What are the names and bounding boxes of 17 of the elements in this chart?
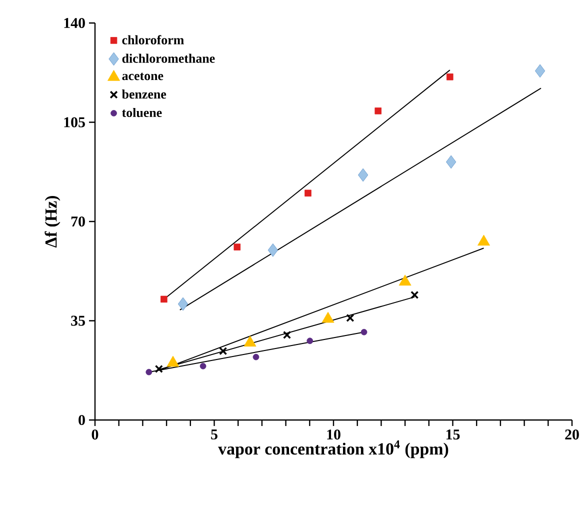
y-tick-label: 0 bbox=[78, 414, 85, 426]
y-tick-label: 140 bbox=[64, 18, 85, 28]
legend-label: benzene bbox=[122, 90, 166, 99]
legend-label: dichloromethane bbox=[122, 54, 215, 63]
legend-label: chloroform bbox=[122, 35, 184, 44]
y-tick-label: 105 bbox=[64, 117, 85, 128]
x-tick-label: 20 bbox=[565, 430, 579, 440]
x-tick-label: 15 bbox=[446, 430, 460, 440]
y-tick-label: 35 bbox=[71, 316, 85, 326]
y-tick-label: 70 bbox=[71, 216, 85, 227]
legend-label: acetone bbox=[122, 72, 164, 80]
legend-label: toluene bbox=[122, 108, 162, 118]
x-axis-title: vapor concentration x10$^{4}$ (ppm) bbox=[218, 440, 448, 458]
x-tick-label: 10 bbox=[327, 430, 340, 440]
x-tick-label: 5 bbox=[211, 430, 218, 440]
y-axis-title: Δf (Hz) bbox=[44, 196, 60, 248]
x-tick-label: 0 bbox=[92, 430, 98, 440]
